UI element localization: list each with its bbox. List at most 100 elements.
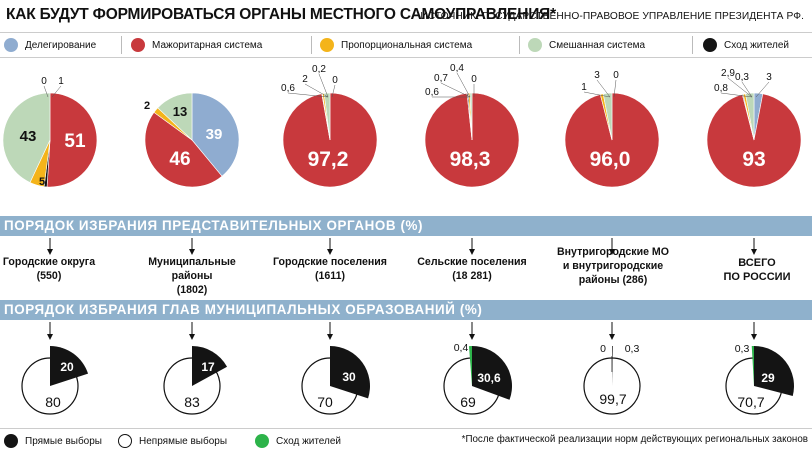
pie-value-label: 96,0 — [590, 148, 631, 171]
legend-label-mixed: Смешанная система — [549, 39, 646, 51]
legend-item-delegation[interactable]: Делегирование — [4, 36, 96, 54]
legend-swatch-assembly — [703, 38, 717, 52]
page-title: КАК БУДУТ ФОРМИРОВАТЬСЯ ОРГАНЫ МЕСТНОГО … — [6, 6, 556, 23]
pie-small-label: 0,6 — [281, 83, 295, 94]
pie-heads-2: 30 70 — [301, 346, 370, 415]
pie-small-label: 0,4 — [454, 342, 469, 354]
legend-item-assembly-heads[interactable]: Сход жителей — [255, 432, 341, 450]
pie-small-label: 3 — [766, 72, 772, 83]
pie-leader-line — [720, 92, 753, 98]
legend-label-majoritarian: Мажоритарная система — [152, 39, 263, 51]
pie-small-label: 0 — [332, 75, 338, 86]
pie-leader-line — [51, 85, 62, 98]
legend-swatch-delegation — [4, 38, 18, 52]
pie-value-indirect: 69 — [460, 394, 476, 410]
pie-value-label: 39 — [206, 126, 223, 143]
pie-leader-line — [583, 91, 611, 98]
pie-leader-line — [43, 85, 49, 98]
pie-slice-direct — [330, 346, 370, 399]
pie-leader-line — [304, 83, 329, 98]
legend-label-assembly-heads: Сход жителей — [276, 435, 342, 447]
pie-leader-line — [456, 72, 471, 98]
legend-bottom: Прямые выборы Непрямые выборы Сход жител… — [0, 428, 812, 451]
pie-small-label: 0,8 — [714, 83, 728, 94]
pie-small-label: 0,3 — [735, 343, 750, 355]
pie-small-label: 2,9 — [721, 68, 735, 79]
category-label-urban-settlements: Городские поселения (1611) — [273, 256, 387, 282]
legend-label-proportional: Пропорциональная система — [341, 39, 473, 51]
legend-top: Делегирование Мажоритарная система Пропо… — [0, 32, 812, 58]
pie-value-indirect: 80 — [45, 394, 61, 410]
legend-label-delegation: Делегирование — [25, 39, 97, 51]
pie-value-label: 98,3 — [450, 148, 491, 171]
legend-swatch-indirect — [118, 434, 132, 448]
pie-representative-0: 51 5 43 0 1 — [2, 76, 98, 188]
category-label-rural-settlements: Сельские поселения (18 281) — [417, 256, 527, 282]
band-heads: ПОРЯДОК ИЗБРАНИЯ ГЛАВ МУНИЦИПАЛЬНЫХ ОБРА… — [0, 300, 812, 320]
pie-small-label: 0 — [600, 343, 606, 355]
legend-swatch-assembly-heads — [255, 434, 269, 448]
pie-leader-line — [331, 84, 336, 98]
legend-item-direct[interactable]: Прямые выборы — [4, 432, 102, 450]
pie-small-label: 0 — [471, 74, 477, 85]
pie-small-label: 0,2 — [312, 64, 326, 75]
legend-label-direct: Прямые выборы — [25, 435, 102, 447]
pie-leader-line — [440, 82, 471, 98]
legend-item-majoritarian[interactable]: Мажоритарная система — [131, 36, 262, 54]
legend-divider — [692, 36, 693, 54]
legend-item-indirect[interactable]: Непрямые выборы — [118, 432, 227, 450]
band-representative: ПОРЯДОК ИЗБРАНИЯ ПРЕДСТАВИТЕЛЬНЫХ ОРГАНО… — [0, 216, 812, 236]
pie-small-label: 0 — [613, 70, 619, 81]
pie-value-label: 43 — [20, 128, 37, 145]
pie-representative-1: 39 46 2 13 — [144, 92, 240, 188]
pie-small-label: 0,3 — [735, 72, 749, 83]
legend-label-assembly: Сход жителей — [724, 39, 790, 51]
pie-leader-line — [741, 81, 753, 98]
category-label-total: ВСЕГО ПО РОССИИ — [723, 257, 791, 283]
pie-value-label: 13 — [173, 104, 187, 119]
pie-value-direct: 30 — [342, 370, 356, 384]
pie-value-direct: 17 — [201, 360, 215, 374]
pie-value-label: 93 — [742, 148, 765, 171]
pie-representative-3: 98,3 0,6 0,70,4 0 — [424, 63, 520, 188]
pie-heads-3: 30,669 — [443, 346, 513, 415]
pie-value-direct: 20 — [60, 360, 74, 374]
pie-small-label: 2 — [302, 74, 308, 85]
pie-slice-делегирование — [191, 92, 240, 177]
legend-swatch-proportional — [320, 38, 334, 52]
pie-small-label: 1 — [58, 76, 64, 87]
category-label-intracity: Внутригородские МО и внутригородские рай… — [557, 246, 669, 286]
pie-slice-direct — [192, 346, 228, 386]
legend-item-mixed[interactable]: Смешанная система — [528, 36, 645, 54]
legend-divider — [311, 36, 312, 54]
pie-small-label: 0,6 — [425, 87, 439, 98]
pie-slice-мажоритарная-система — [144, 111, 223, 188]
pie-small-label: 0,3 — [625, 343, 640, 355]
legend-item-proportional[interactable]: Пропорциональная система — [320, 36, 472, 54]
pie-heads-5: 29 70,7 — [725, 345, 794, 415]
pie-slice-мажоритарная-система — [706, 93, 802, 188]
legend-item-assembly[interactable]: Сход жителей — [703, 36, 789, 54]
pie-leader-line — [613, 79, 617, 98]
legend-swatch-direct — [4, 434, 18, 448]
pie-value-label: 46 — [169, 149, 190, 170]
pie-value-label: 5 — [39, 176, 45, 188]
pie-value-direct: 29 — [761, 371, 775, 385]
pie-slice-смешанная-система — [602, 92, 613, 141]
legend-swatch-mixed — [528, 38, 542, 52]
pie-slice-direct — [50, 346, 89, 386]
pie-value-label: 51 — [64, 131, 86, 152]
band-heads-text: ПОРЯДОК ИЗБРАНИЯ ГЛАВ МУНИЦИПАЛЬНЫХ ОБРА… — [4, 302, 483, 317]
pie-value-indirect: 99,7 — [599, 391, 626, 407]
pie-value-direct: 30,6 — [477, 371, 501, 385]
pie-leader-line — [287, 92, 329, 98]
pie-small-label: 1 — [581, 82, 587, 93]
pie-slice-assembly — [468, 346, 472, 386]
pie-value-indirect: 70,7 — [737, 394, 764, 410]
legend-swatch-majoritarian — [131, 38, 145, 52]
legend-divider — [121, 36, 122, 54]
source-note: ИСТОЧНИК: ГОСУДАРСТВЕННО-ПРАВОВОЕ УПРАВЛ… — [420, 11, 804, 22]
